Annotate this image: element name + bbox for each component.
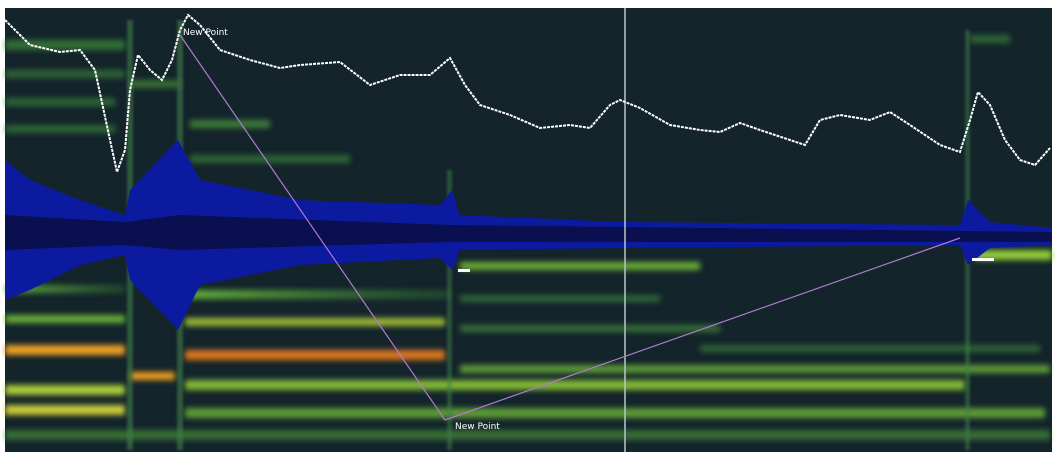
- point-label[interactable]: New Point: [455, 422, 500, 432]
- marker: [972, 258, 994, 261]
- point-label[interactable]: New Point: [183, 28, 228, 38]
- marker: [458, 269, 470, 272]
- spectrogram-view: New Point New Point: [0, 0, 1056, 452]
- page: New Point New Point (() => { const data …: [0, 0, 1056, 452]
